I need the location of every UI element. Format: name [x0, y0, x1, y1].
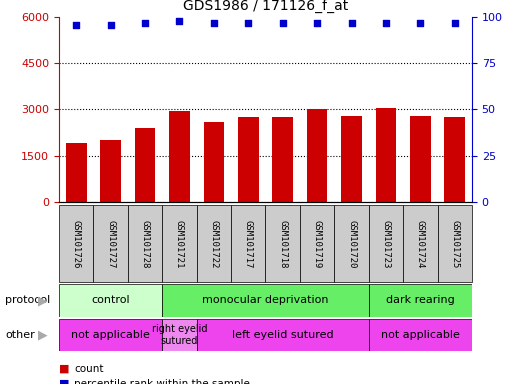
- Bar: [369, 319, 472, 351]
- Text: GSM101718: GSM101718: [278, 220, 287, 268]
- Bar: [438, 205, 472, 282]
- Text: ■: ■: [59, 379, 69, 384]
- Bar: [403, 205, 438, 282]
- Bar: [162, 284, 369, 317]
- Text: count: count: [74, 364, 104, 374]
- Text: GSM101727: GSM101727: [106, 220, 115, 268]
- Bar: [265, 205, 300, 282]
- Bar: [272, 117, 293, 202]
- Text: left eyelid sutured: left eyelid sutured: [232, 330, 333, 340]
- Text: not applicable: not applicable: [381, 330, 460, 340]
- Bar: [369, 284, 472, 317]
- Bar: [100, 140, 121, 202]
- Bar: [410, 116, 430, 202]
- Text: GSM101726: GSM101726: [72, 220, 81, 268]
- Bar: [376, 108, 396, 202]
- Bar: [204, 122, 224, 202]
- Bar: [444, 117, 465, 202]
- Bar: [231, 205, 266, 282]
- Text: dark rearing: dark rearing: [386, 295, 455, 306]
- Text: ▶: ▶: [38, 329, 47, 341]
- Text: GSM101724: GSM101724: [416, 220, 425, 268]
- Bar: [66, 143, 87, 202]
- Text: GSM101719: GSM101719: [312, 220, 322, 268]
- Point: [72, 22, 81, 28]
- Bar: [135, 128, 155, 202]
- Bar: [196, 205, 231, 282]
- Point: [107, 22, 115, 28]
- Bar: [300, 205, 334, 282]
- Bar: [334, 205, 369, 282]
- Text: control: control: [91, 295, 130, 306]
- Text: protocol: protocol: [5, 295, 50, 306]
- Bar: [238, 117, 259, 202]
- Text: GSM101723: GSM101723: [382, 220, 390, 268]
- Point: [210, 20, 218, 26]
- Text: GSM101717: GSM101717: [244, 220, 253, 268]
- Text: percentile rank within the sample: percentile rank within the sample: [74, 379, 250, 384]
- Bar: [307, 109, 327, 202]
- Point: [313, 20, 321, 26]
- Bar: [369, 205, 403, 282]
- Text: GSM101728: GSM101728: [141, 220, 149, 268]
- Bar: [59, 284, 162, 317]
- Point: [279, 20, 287, 26]
- Point: [450, 20, 459, 26]
- Point: [347, 20, 356, 26]
- Point: [244, 20, 252, 26]
- Text: GSM101720: GSM101720: [347, 220, 356, 268]
- Text: monocular deprivation: monocular deprivation: [202, 295, 329, 306]
- Text: GSM101721: GSM101721: [175, 220, 184, 268]
- Bar: [162, 319, 196, 351]
- Point: [175, 18, 184, 24]
- Text: GSM101725: GSM101725: [450, 220, 459, 268]
- Bar: [93, 205, 128, 282]
- Bar: [59, 319, 162, 351]
- Point: [416, 20, 424, 26]
- Text: other: other: [5, 330, 35, 340]
- Bar: [169, 111, 190, 202]
- Text: GSM101722: GSM101722: [209, 220, 219, 268]
- Bar: [128, 205, 162, 282]
- Bar: [59, 205, 93, 282]
- Point: [141, 20, 149, 26]
- Title: GDS1986 / 171126_f_at: GDS1986 / 171126_f_at: [183, 0, 348, 13]
- Text: ▶: ▶: [38, 294, 47, 307]
- Text: right eyelid
sutured: right eyelid sutured: [152, 324, 207, 346]
- Bar: [196, 319, 369, 351]
- Bar: [341, 116, 362, 202]
- Text: ■: ■: [59, 364, 69, 374]
- Bar: [162, 205, 196, 282]
- Point: [382, 20, 390, 26]
- Text: not applicable: not applicable: [71, 330, 150, 340]
